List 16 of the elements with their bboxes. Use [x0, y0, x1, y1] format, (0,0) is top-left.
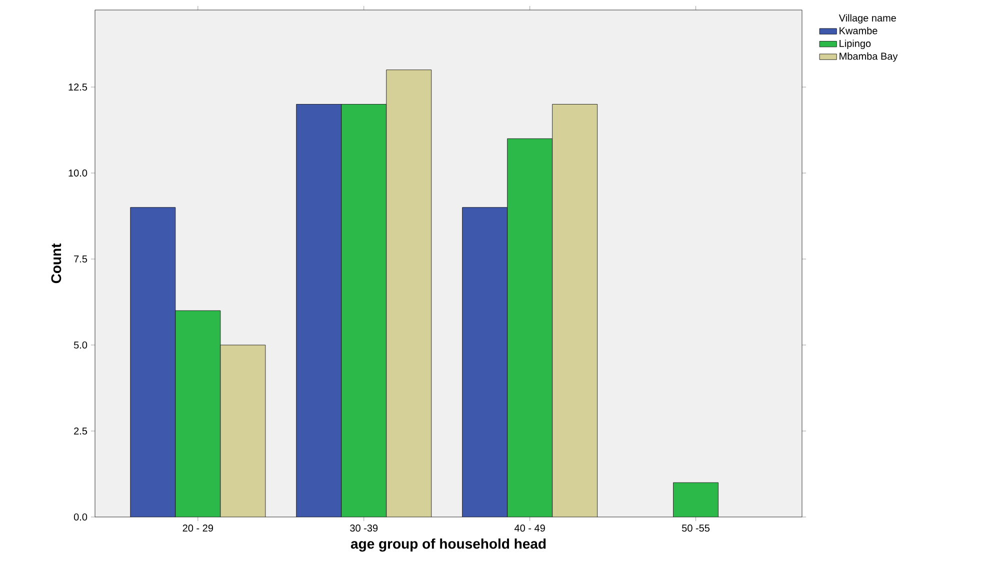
x-tick-label: 40 - 49 — [514, 524, 545, 532]
legend-label: Kwambe — [840, 26, 878, 34]
y-tick-label: 0.0 — [74, 513, 88, 521]
y-tick-label: 12.5 — [68, 84, 88, 91]
y-tick-label: 5.0 — [74, 341, 88, 349]
legend-label: Mbamba Bay — [840, 52, 898, 62]
legend-title: Village name — [838, 14, 896, 24]
y-tick-label: 2.5 — [74, 427, 88, 435]
x-tick-label: 50 -55 — [682, 524, 710, 532]
y-axis-title: Count — [51, 243, 62, 284]
legend-label: Lipingo — [840, 40, 871, 50]
x-axis-title: age group of household head — [350, 538, 546, 552]
x-tick-label: 20 - 29 — [182, 524, 213, 532]
y-tick-label: 7.5 — [74, 256, 88, 263]
x-tick-label: 30 -39 — [350, 524, 378, 532]
y-tick-label: 10.0 — [68, 170, 88, 177]
